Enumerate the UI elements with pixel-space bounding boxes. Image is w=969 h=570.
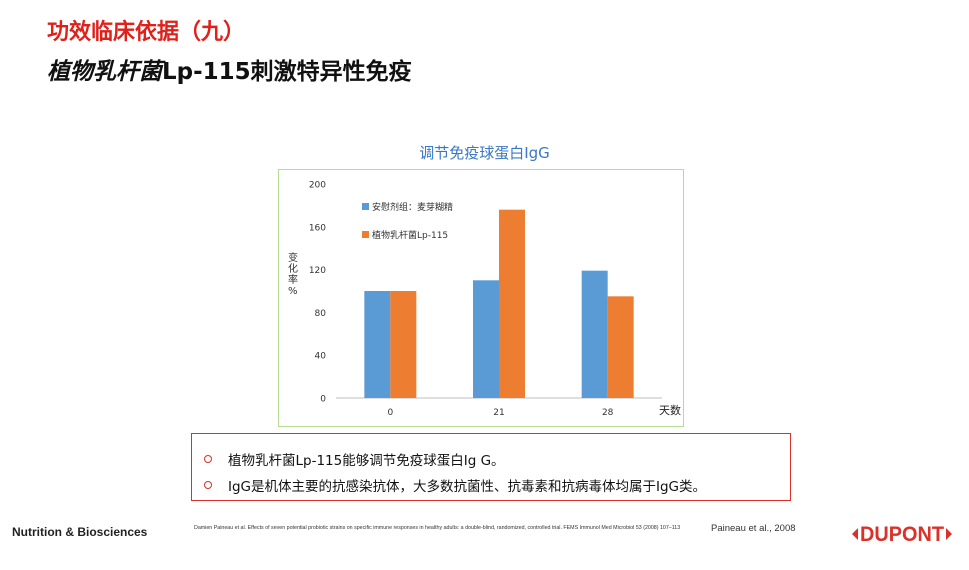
x-axis-label: 天数: [659, 404, 681, 417]
bullet-text: IgG是机体主要的抗感染抗体，大多数抗菌性、抗毒素和抗病毒体均属于IgG类。: [228, 479, 707, 495]
y-tick-label: 120: [309, 266, 326, 276]
bar-placebo-day-21: [473, 280, 499, 398]
chart-title: 调节免疫球蛋白IgG: [419, 144, 550, 162]
y-tick-label: 40: [315, 352, 327, 362]
key-findings-box: 植物乳杆菌Lp-115能够调节免疫球蛋白Ig G。 IgG是机体主要的抗感染抗体…: [191, 433, 791, 501]
x-tick-label: 21: [493, 408, 504, 418]
bullet-item: 植物乳杆菌Lp-115能够调节免疫球蛋白Ig G。: [204, 449, 505, 469]
logo-wordmark: DUPONT: [860, 523, 944, 546]
bar-lp115-day-21: [499, 209, 525, 398]
bar-chart: 0 40 80 120 160 200 0 21 28 天数 变化率% 安慰剂组：麦芽糊精植物乳杆菌L…: [288, 181, 681, 419]
slide-subtitle: 植物乳杆菌Lp-115刺激特异性免疫: [47, 52, 412, 86]
bar-lp115-day-0: [390, 291, 417, 398]
y-tick-label: 0: [320, 395, 326, 405]
bullet-circle-icon: [204, 455, 212, 463]
dupont-logo: DUPONT: [852, 523, 952, 546]
citation-label: Paineau et al., 2008: [711, 523, 796, 534]
x-tick-label: 28: [602, 408, 614, 418]
bullet-item: IgG是机体主要的抗感染抗体，大多数抗菌性、抗毒素和抗病毒体均属于IgG类。: [204, 475, 706, 495]
legend-label: 植物乳杆菌Lp-115: [372, 229, 448, 241]
y-axis-label: 变化率%: [288, 251, 298, 297]
legend-swatch: [362, 231, 369, 238]
bullet-circle-icon: [204, 481, 212, 489]
reference-note: Damien Paineau et al. Effects of seven p…: [194, 525, 681, 531]
subtitle-rest-part: Lp-115刺激特异性免疫: [162, 59, 412, 85]
slide-title: 功效临床依据（九）: [47, 20, 246, 45]
logo-right-chevron-icon: [946, 528, 952, 540]
bar-placebo-day-0: [364, 291, 391, 398]
logo-left-chevron-icon: [852, 528, 858, 540]
bar-lp115-day-28: [607, 296, 634, 398]
subtitle-italic-part: 植物乳杆菌: [47, 59, 162, 85]
x-tick-label: 0: [387, 408, 393, 418]
bullet-text: 植物乳杆菌Lp-115能够调节免疫球蛋白Ig G。: [228, 453, 505, 469]
legend-label: 安慰剂组：麦芽糊精: [372, 201, 453, 213]
y-tick-label: 200: [309, 181, 326, 191]
bar-placebo-day-28: [581, 270, 608, 398]
legend-swatch: [362, 203, 369, 210]
company-division-label: Nutrition & Biosciences: [12, 525, 148, 539]
y-tick-label: 80: [315, 309, 327, 319]
y-tick-label: 160: [309, 223, 326, 233]
